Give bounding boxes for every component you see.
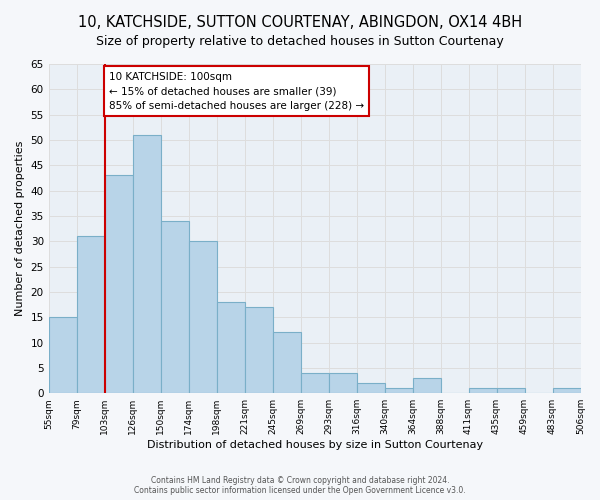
Text: Size of property relative to detached houses in Sutton Courtenay: Size of property relative to detached ho… (96, 35, 504, 48)
Text: 10 KATCHSIDE: 100sqm
← 15% of detached houses are smaller (39)
85% of semi-detac: 10 KATCHSIDE: 100sqm ← 15% of detached h… (109, 72, 364, 111)
Bar (553, 388, 581, 393)
Bar (217, 302, 245, 393)
Bar (356, 383, 385, 393)
Bar (104, 176, 133, 393)
Bar (133, 135, 161, 393)
X-axis label: Distribution of detached houses by size in Sutton Courtenay: Distribution of detached houses by size … (146, 440, 482, 450)
Bar (161, 221, 188, 393)
Bar (49, 317, 77, 393)
Y-axis label: Number of detached properties: Number of detached properties (15, 141, 25, 316)
Bar (188, 242, 217, 393)
Text: Contains HM Land Registry data © Crown copyright and database right 2024.
Contai: Contains HM Land Registry data © Crown c… (134, 476, 466, 495)
Bar (77, 236, 104, 393)
Bar (385, 388, 413, 393)
Bar (301, 373, 329, 393)
Bar (469, 388, 497, 393)
Bar (329, 373, 356, 393)
Bar (272, 332, 301, 393)
Bar (245, 307, 272, 393)
Bar (497, 388, 524, 393)
Bar (413, 378, 440, 393)
Text: 10, KATCHSIDE, SUTTON COURTENAY, ABINGDON, OX14 4BH: 10, KATCHSIDE, SUTTON COURTENAY, ABINGDO… (78, 15, 522, 30)
